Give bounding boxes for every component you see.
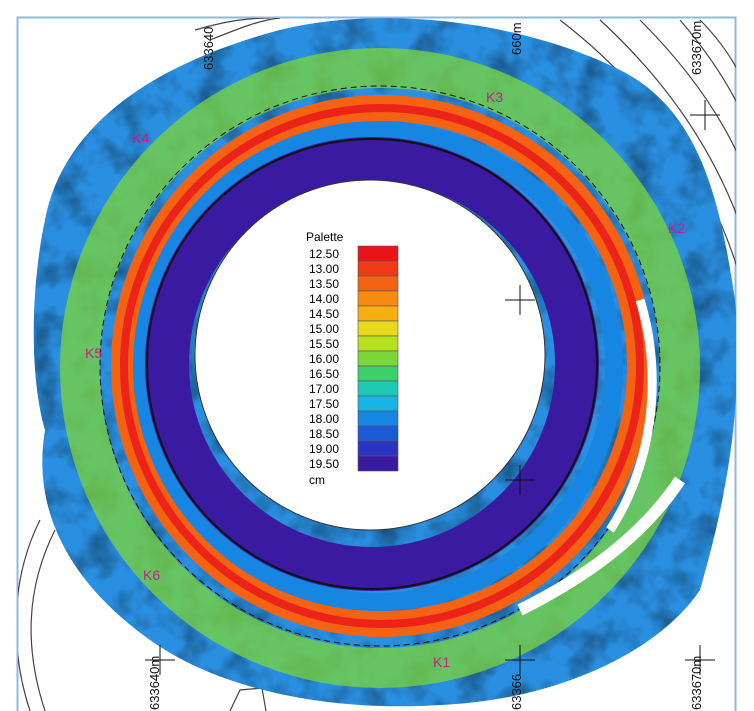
coordinate-label: 633670m xyxy=(689,21,704,75)
legend-swatch xyxy=(358,306,398,321)
legend-label: 16.50 xyxy=(309,367,339,381)
legend-label: 13.50 xyxy=(309,277,339,291)
legend-label: 13.00 xyxy=(309,262,339,276)
point-label: K6 xyxy=(143,567,160,583)
map: K1 K2 K3 K4 K5 K6 633640 660m 633670m 63… xyxy=(0,0,754,711)
legend-swatch xyxy=(358,396,398,411)
legend-swatch xyxy=(358,351,398,366)
legend-label: 15.00 xyxy=(309,322,339,336)
coordinate-label: 633640 xyxy=(201,27,216,70)
legend-label: 19.00 xyxy=(309,442,339,456)
legend-swatch xyxy=(358,441,398,456)
legend-swatch xyxy=(358,366,398,381)
legend-swatch xyxy=(358,456,398,471)
map-area: K1 K2 K3 K4 K5 K6 633640 660m 633670m 63… xyxy=(16,18,754,711)
legend-swatch xyxy=(358,336,398,351)
legend-label: 12.50 xyxy=(309,247,339,261)
legend-unit: cm xyxy=(309,473,325,487)
legend-swatch xyxy=(358,381,398,396)
legend-title: Palette xyxy=(306,230,344,244)
point-label: K5 xyxy=(85,345,102,361)
coordinate-label: 660m xyxy=(509,22,524,55)
legend-label: 14.50 xyxy=(309,307,339,321)
point-label: K1 xyxy=(433,654,450,670)
legend-swatch xyxy=(358,291,398,306)
legend-label: 18.50 xyxy=(309,427,339,441)
coordinate-label: 633640m xyxy=(147,656,162,710)
legend-label: 17.50 xyxy=(309,397,339,411)
point-label: K3 xyxy=(486,89,503,105)
point-label: K4 xyxy=(132,130,149,146)
point-label: K2 xyxy=(668,220,685,236)
legend-label: 14.00 xyxy=(309,292,339,306)
legend-swatch xyxy=(358,261,398,276)
coordinate-label: 633670m xyxy=(689,656,704,710)
legend-label: 19.50 xyxy=(309,457,339,471)
coordinate-label: 63366 xyxy=(509,674,524,710)
legend-swatch xyxy=(358,246,398,261)
legend-label: 18.00 xyxy=(309,412,339,426)
legend-swatch xyxy=(358,321,398,336)
legend-swatch xyxy=(358,276,398,291)
legend-label: 17.00 xyxy=(309,382,339,396)
legend-swatch xyxy=(358,426,398,441)
legend-swatch xyxy=(358,411,398,426)
legend-label: 16.00 xyxy=(309,352,339,366)
legend-label: 15.50 xyxy=(309,337,339,351)
